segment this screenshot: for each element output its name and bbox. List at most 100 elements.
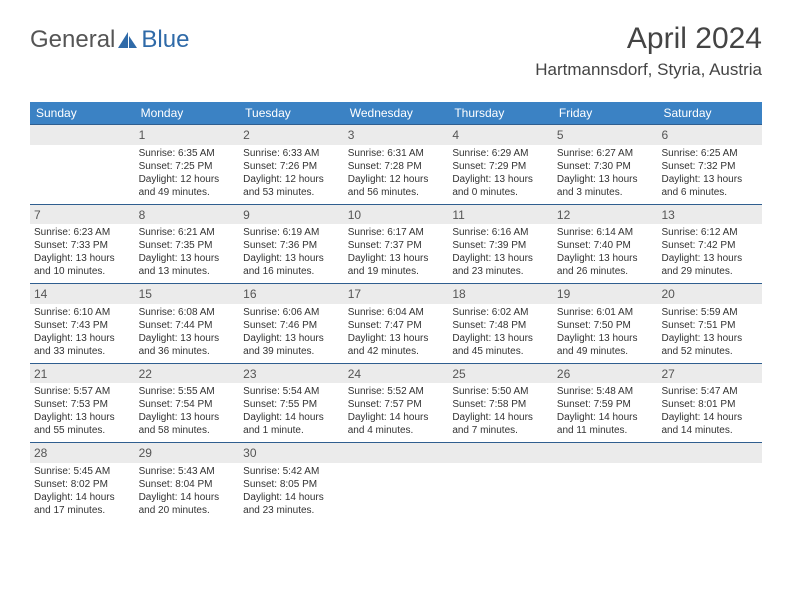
day-number: 21: [30, 364, 135, 384]
day-number: 30: [239, 443, 344, 463]
sunset: Sunset: 7:43 PM: [34, 319, 131, 332]
daylight: Daylight: 12 hours and 56 minutes.: [348, 173, 445, 199]
sunset: Sunset: 7:37 PM: [348, 239, 445, 252]
sunset: Sunset: 7:35 PM: [139, 239, 236, 252]
calendar-cell: 10Sunrise: 6:17 AMSunset: 7:37 PMDayligh…: [344, 205, 449, 284]
sunset: Sunset: 7:46 PM: [243, 319, 340, 332]
calendar-cell: 24Sunrise: 5:52 AMSunset: 7:57 PMDayligh…: [344, 364, 449, 443]
sunrise: Sunrise: 6:14 AM: [557, 226, 654, 239]
daylight: Daylight: 13 hours and 26 minutes.: [557, 252, 654, 278]
sunrise: Sunrise: 5:57 AM: [34, 385, 131, 398]
calendar-cell: 7Sunrise: 6:23 AMSunset: 7:33 PMDaylight…: [30, 205, 135, 284]
calendar-rows: 1Sunrise: 6:35 AMSunset: 7:25 PMDaylight…: [30, 124, 762, 522]
day-number: 25: [448, 364, 553, 384]
calendar-cell: 13Sunrise: 6:12 AMSunset: 7:42 PMDayligh…: [657, 205, 762, 284]
sunrise: Sunrise: 5:45 AM: [34, 465, 131, 478]
sunset: Sunset: 7:48 PM: [452, 319, 549, 332]
day-number: [30, 125, 135, 145]
daylight: Daylight: 14 hours and 17 minutes.: [34, 491, 131, 517]
sunset: Sunset: 7:26 PM: [243, 160, 340, 173]
sunset: Sunset: 8:02 PM: [34, 478, 131, 491]
sunset: Sunset: 8:04 PM: [139, 478, 236, 491]
calendar-cell: 6Sunrise: 6:25 AMSunset: 7:32 PMDaylight…: [657, 125, 762, 204]
calendar-cell: 27Sunrise: 5:47 AMSunset: 8:01 PMDayligh…: [657, 364, 762, 443]
calendar-cell: 18Sunrise: 6:02 AMSunset: 7:48 PMDayligh…: [448, 284, 553, 363]
weekday-label: Wednesday: [344, 102, 449, 124]
calendar-week: 1Sunrise: 6:35 AMSunset: 7:25 PMDaylight…: [30, 124, 762, 204]
calendar-cell: [553, 443, 658, 522]
logo: General Blue: [30, 26, 189, 54]
page-title: April 2024: [535, 22, 762, 56]
sunset: Sunset: 7:30 PM: [557, 160, 654, 173]
day-number: 15: [135, 284, 240, 304]
calendar-cell: 2 Sunrise: 6:33 AMSunset: 7:26 PMDaylight…: [239, 125, 344, 204]
day-number: [344, 443, 449, 463]
sunrise: Sunrise: 6:33 AM: [243, 147, 340, 160]
sunset: Sunset: 7:44 PM: [139, 319, 236, 332]
sunrise: Sunrise: 5:43 AM: [139, 465, 236, 478]
calendar-cell: 15Sunrise: 6:08 AMSunset: 7:44 PMDayligh…: [135, 284, 240, 363]
sunset: Sunset: 7:32 PM: [661, 160, 758, 173]
calendar-cell: 5 Sunrise: 6:27 AMSunset: 7:30 PMDaylight…: [553, 125, 658, 204]
calendar-cell: 8Sunrise: 6:21 AMSunset: 7:35 PMDaylight…: [135, 205, 240, 284]
calendar-cell: 30Sunrise: 5:42 AMSunset: 8:05 PMDayligh…: [239, 443, 344, 522]
day-number: 12: [553, 205, 658, 225]
sunset: Sunset: 7:36 PM: [243, 239, 340, 252]
day-number: 1: [135, 125, 240, 145]
sunrise: Sunrise: 6:04 AM: [348, 306, 445, 319]
daylight: Daylight: 13 hours and 6 minutes.: [661, 173, 758, 199]
day-number: 2: [239, 125, 344, 145]
sunrise: Sunrise: 6:01 AM: [557, 306, 654, 319]
day-number: 29: [135, 443, 240, 463]
daylight: Daylight: 14 hours and 1 minute.: [243, 411, 340, 437]
sunrise: Sunrise: 6:27 AM: [557, 147, 654, 160]
daylight: Daylight: 14 hours and 23 minutes.: [243, 491, 340, 517]
calendar-cell: [30, 125, 135, 204]
daylight: Daylight: 14 hours and 7 minutes.: [452, 411, 549, 437]
daylight: Daylight: 13 hours and 10 minutes.: [34, 252, 131, 278]
daylight: Daylight: 12 hours and 53 minutes.: [243, 173, 340, 199]
sunset: Sunset: 7:51 PM: [661, 319, 758, 332]
day-number: 6: [657, 125, 762, 145]
daylight: Daylight: 14 hours and 14 minutes.: [661, 411, 758, 437]
sunset: Sunset: 8:05 PM: [243, 478, 340, 491]
logo-sail-icon: [117, 30, 139, 50]
calendar-cell: 12Sunrise: 6:14 AMSunset: 7:40 PMDayligh…: [553, 205, 658, 284]
day-number: 5: [553, 125, 658, 145]
calendar-week: 14Sunrise: 6:10 AMSunset: 7:43 PMDayligh…: [30, 283, 762, 363]
calendar-cell: 29Sunrise: 5:43 AMSunset: 8:04 PMDayligh…: [135, 443, 240, 522]
sunrise: Sunrise: 6:35 AM: [139, 147, 236, 160]
calendar-cell: 14Sunrise: 6:10 AMSunset: 7:43 PMDayligh…: [30, 284, 135, 363]
day-number: 9: [239, 205, 344, 225]
calendar-week: 21Sunrise: 5:57 AMSunset: 7:53 PMDayligh…: [30, 363, 762, 443]
day-number: [657, 443, 762, 463]
day-number: 17: [344, 284, 449, 304]
daylight: Daylight: 13 hours and 0 minutes.: [452, 173, 549, 199]
calendar-cell: 28 Sunrise: 5:45 AMSunset: 8:02 PMDayligh…: [30, 443, 135, 522]
day-number: 14: [30, 284, 135, 304]
day-number: 23: [239, 364, 344, 384]
weekday-header: SundayMondayTuesdayWednesdayThursdayFrid…: [30, 102, 762, 124]
calendar-cell: 22Sunrise: 5:55 AMSunset: 7:54 PMDayligh…: [135, 364, 240, 443]
daylight: Daylight: 13 hours and 49 minutes.: [557, 332, 654, 358]
sunrise: Sunrise: 5:59 AM: [661, 306, 758, 319]
daylight: Daylight: 13 hours and 16 minutes.: [243, 252, 340, 278]
sunset: Sunset: 7:42 PM: [661, 239, 758, 252]
sunset: Sunset: 7:47 PM: [348, 319, 445, 332]
day-number: [448, 443, 553, 463]
weekday-label: Tuesday: [239, 102, 344, 124]
sunset: Sunset: 7:28 PM: [348, 160, 445, 173]
calendar-week: 7Sunrise: 6:23 AMSunset: 7:33 PMDaylight…: [30, 204, 762, 284]
sunrise: Sunrise: 5:48 AM: [557, 385, 654, 398]
calendar-cell: [657, 443, 762, 522]
day-number: 24: [344, 364, 449, 384]
day-number: [553, 443, 658, 463]
sunrise: Sunrise: 6:17 AM: [348, 226, 445, 239]
day-number: 16: [239, 284, 344, 304]
daylight: Daylight: 13 hours and 36 minutes.: [139, 332, 236, 358]
daylight: Daylight: 13 hours and 3 minutes.: [557, 173, 654, 199]
daylight: Daylight: 13 hours and 19 minutes.: [348, 252, 445, 278]
day-number: 28: [30, 443, 135, 463]
sunset: Sunset: 7:58 PM: [452, 398, 549, 411]
weekday-label: Thursday: [448, 102, 553, 124]
